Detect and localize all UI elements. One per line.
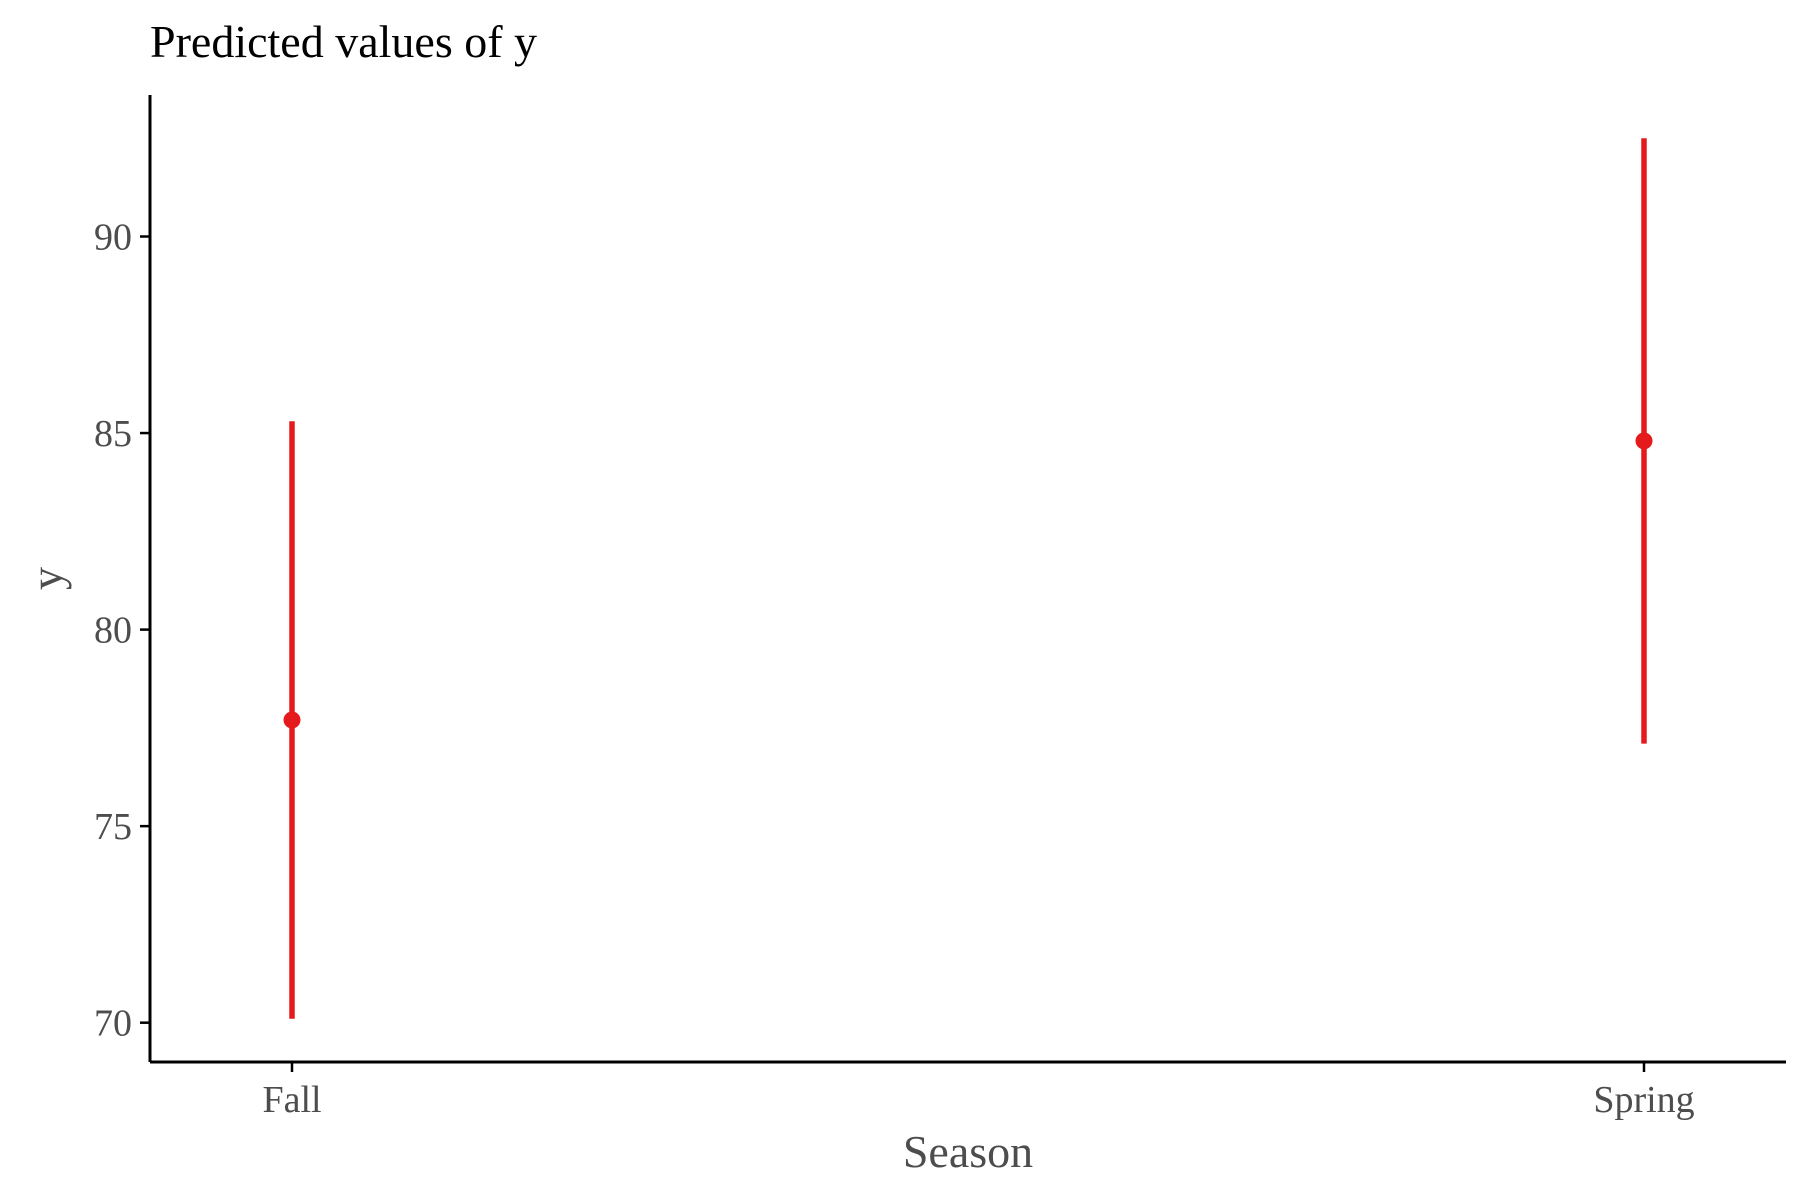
data-point	[1635, 432, 1653, 450]
y-tick-label: 80	[94, 610, 132, 652]
x-tick-label: Fall	[262, 1079, 321, 1121]
x-tick-label: Spring	[1593, 1079, 1694, 1121]
y-tick-label: 90	[94, 217, 132, 259]
x-axis: Fall Spring	[150, 1060, 1786, 1121]
y-tick-label: 85	[94, 413, 132, 455]
plot-marks	[283, 138, 1653, 1019]
y-tick-label: 75	[94, 806, 132, 848]
chart-title: Predicted values of y	[150, 16, 537, 67]
y-axis-title: y	[21, 567, 72, 590]
data-point	[283, 711, 301, 729]
x-axis-title: Season	[903, 1126, 1033, 1177]
y-axis: 70 75 80 85 90	[94, 95, 152, 1062]
y-tick-label: 70	[94, 1003, 132, 1045]
